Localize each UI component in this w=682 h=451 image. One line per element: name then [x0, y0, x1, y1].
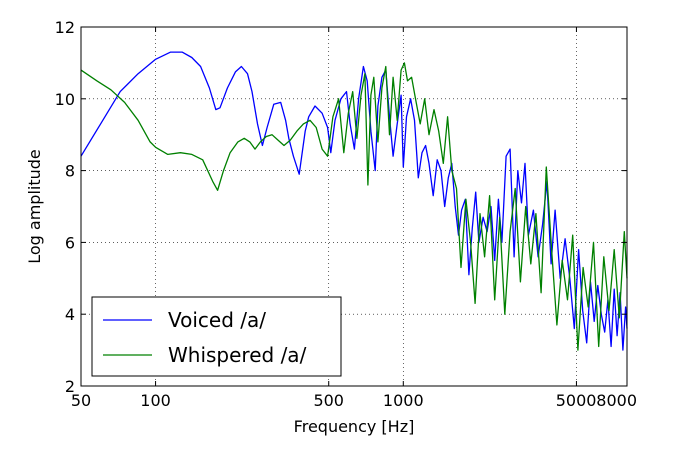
x-tick-label: 5000	[556, 391, 597, 410]
x-tick-label: 500	[313, 391, 344, 410]
series-line-whispered	[80, 62, 628, 351]
y-tick-label: 6	[65, 233, 75, 252]
x-tick-label: 100	[140, 391, 171, 410]
series-layer	[80, 51, 628, 351]
y-tick-label: 2	[65, 377, 75, 396]
y-tick-label: 8	[65, 162, 75, 181]
y-axis-label: Log amplitude	[25, 149, 44, 264]
series-line-voiced	[80, 51, 628, 351]
y-tick-label: 4	[65, 305, 75, 324]
y-tick-label: 12	[55, 18, 75, 37]
axis-ticks: 50 100 500 1000 5000 8000 2 4 6 8 10 12	[55, 18, 637, 410]
x-axis-label: Frequency [Hz]	[294, 417, 415, 436]
x-tick-label: 1000	[383, 391, 424, 410]
y-tick-label: 10	[55, 90, 75, 109]
legend-label-whispered: Whispered /a/	[168, 343, 307, 367]
plot-frame	[80, 26, 628, 387]
legend-box	[91, 296, 342, 377]
legend: Voiced /a/ Whispered /a/	[91, 296, 342, 377]
x-tick-label: 8000	[596, 391, 637, 410]
x-tick-label: 50	[71, 391, 91, 410]
legend-label-voiced: Voiced /a/	[168, 308, 266, 332]
